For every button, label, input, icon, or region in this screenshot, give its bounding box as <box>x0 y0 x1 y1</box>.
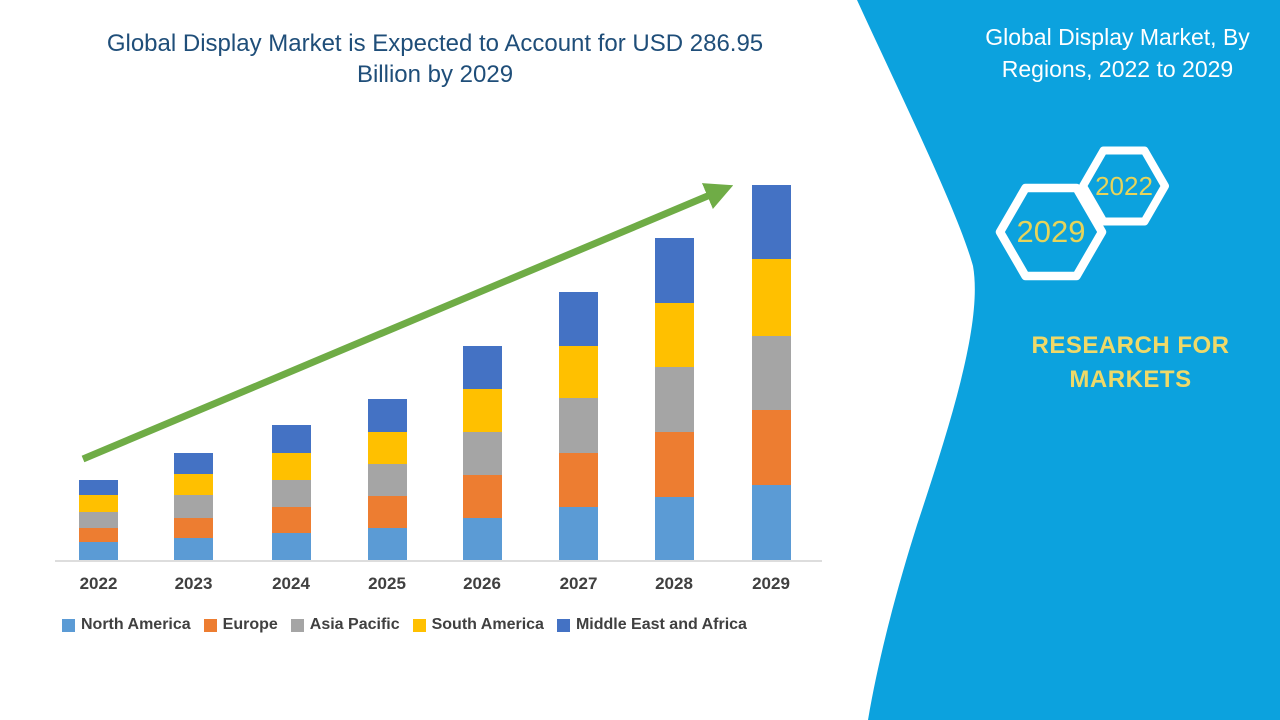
bar-segment <box>462 346 502 390</box>
brand-wordmark: RESEARCH FOR MARKETS <box>1008 329 1253 397</box>
bar-segment <box>174 518 213 538</box>
hexagon-badge-2029: 2029 <box>1016 214 1086 249</box>
bar-segment <box>271 532 311 560</box>
legend-swatch <box>62 618 75 632</box>
x-axis-label: 2024 <box>272 574 310 593</box>
legend-item: North America <box>62 616 191 634</box>
bar-segment <box>367 464 407 496</box>
bar-segment <box>654 367 694 432</box>
bar-segment <box>367 398 407 432</box>
bar-segment <box>751 410 791 485</box>
bar-segment <box>462 432 502 476</box>
legend-item: Middle East and Africa <box>556 616 747 634</box>
bar-segment <box>79 512 118 528</box>
legend-label: Middle East and Africa <box>575 616 747 633</box>
chart-title-line2: Billion by 2029 <box>356 61 514 88</box>
side-panel-title: Global Display Market, By Regions, 2022 … <box>960 21 1275 85</box>
legend-label: North America <box>81 616 191 633</box>
bar-2022 <box>79 480 118 560</box>
bar-segment <box>79 495 118 513</box>
bar-2028 <box>654 238 694 560</box>
legend-label: Asia Pacific <box>309 616 400 633</box>
bar-segment <box>79 542 118 560</box>
bar-2024 <box>271 424 311 560</box>
legend-label: South America <box>431 616 544 633</box>
x-axis-label: 2026 <box>463 574 501 593</box>
bar-segment <box>271 506 311 533</box>
chart-title: Global Display Market is Expected to Acc… <box>60 28 810 90</box>
bar-segment <box>462 475 502 519</box>
bar-2027 <box>559 291 598 560</box>
bar-segment <box>751 185 791 259</box>
bar-segment <box>271 424 311 453</box>
bar-segment <box>751 259 791 336</box>
x-axis-label: 2029 <box>752 574 790 593</box>
bar-2026 <box>462 346 502 560</box>
bar-segment <box>654 497 694 560</box>
side-panel-title-line1: Global Display Market, By <box>985 24 1250 50</box>
bar-segment <box>79 528 118 542</box>
legend-item: Asia Pacific <box>290 616 400 634</box>
stacked-bar-chart: 2022 2023 2024 2025 2026 2027 2028 2029 <box>79 185 791 593</box>
brand-line2: MARKETS <box>1069 366 1192 393</box>
bar-segment <box>174 538 213 560</box>
bar-segment <box>367 432 407 464</box>
bar-2023 <box>174 453 213 560</box>
bar-segment <box>462 518 502 560</box>
chart-legend: North America Europe Asia Pacific South Ame… <box>62 616 747 634</box>
legend-swatch <box>203 618 217 632</box>
chart-title-line1: Global Display Market is Expected to Acc… <box>106 30 764 57</box>
x-axis-label: 2022 <box>79 574 118 593</box>
bar-segment <box>654 303 694 367</box>
x-axis-label: 2025 <box>368 574 406 593</box>
side-panel-title-line2: Regions, 2022 to 2029 <box>1001 56 1234 82</box>
bar-segment <box>559 452 598 507</box>
bar-segment <box>751 336 791 410</box>
bar-2025 <box>367 398 407 560</box>
bar-segment <box>751 485 791 560</box>
bar-2029 <box>751 185 791 560</box>
bar-segment <box>654 238 694 303</box>
bar-segment <box>559 345 598 398</box>
bar-segment <box>79 480 118 496</box>
bar-segment <box>271 479 311 507</box>
brand-line1: RESEARCH FOR <box>1031 332 1230 359</box>
legend-swatch <box>290 618 304 632</box>
bar-segment <box>559 397 598 453</box>
bar-segment <box>174 453 213 474</box>
x-axis-line <box>55 560 822 562</box>
bar-segment <box>462 389 502 433</box>
hexagon-badge-2022: 2022 <box>1095 171 1153 201</box>
bar-segment <box>654 432 694 497</box>
x-axis-label: 2028 <box>655 574 693 593</box>
bar-segment <box>174 495 213 518</box>
bar-segment <box>367 528 407 560</box>
legend-swatch <box>412 618 426 632</box>
legend-item: Europe <box>203 616 278 634</box>
x-axis-label: 2027 <box>559 574 598 593</box>
bar-segment <box>174 474 213 495</box>
legend-swatch <box>556 618 570 632</box>
bar-segment <box>559 506 598 560</box>
bar-segment <box>271 452 311 480</box>
legend-item: South America <box>412 616 544 634</box>
legend-label: Europe <box>222 616 278 633</box>
bar-segment <box>559 291 598 346</box>
bar-segment <box>367 496 407 528</box>
x-axis-label: 2023 <box>174 574 213 593</box>
